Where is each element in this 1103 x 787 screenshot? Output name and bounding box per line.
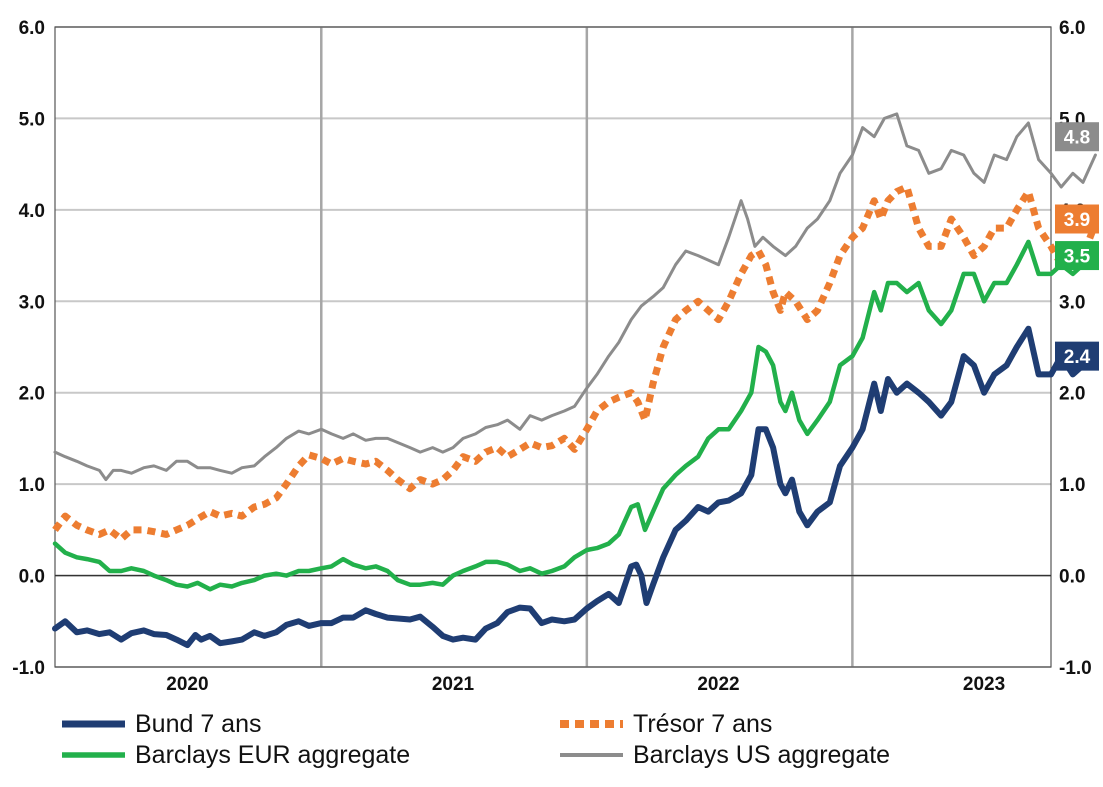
end-label-value: 3.5 xyxy=(1064,247,1091,268)
end-labels: 2.4 3.9 3.5 4.8 xyxy=(1055,122,1099,371)
legend-item: Barclays US aggregate xyxy=(560,741,890,769)
series-line-barclays-eur-aggregate xyxy=(52,239,1093,592)
series-line-barclays-us-aggregate xyxy=(53,112,1097,482)
y-tick-label-right: 3.0 xyxy=(1059,292,1085,313)
y-tick-label-left: 5.0 xyxy=(19,109,45,130)
end-label: 3.5 xyxy=(1055,241,1099,271)
end-label: 2.4 xyxy=(1055,341,1099,371)
y-tick-label-right: -1.0 xyxy=(1059,658,1092,679)
y-tick-label-right: 1.0 xyxy=(1059,475,1085,496)
y-tick-label-left: 3.0 xyxy=(19,292,45,313)
legend-label: Barclays US aggregate xyxy=(633,741,890,769)
legend-item: Barclays EUR aggregate xyxy=(62,741,410,769)
y-tick-label-left: -1.0 xyxy=(12,658,45,679)
end-label: 4.8 xyxy=(1055,122,1099,152)
x-tick-label: 2021 xyxy=(432,674,475,695)
y-tick-label-right: 6.0 xyxy=(1059,18,1085,39)
y-tick-label-right: 0.0 xyxy=(1059,567,1085,588)
y-tick-label-left: 1.0 xyxy=(19,475,45,496)
legend-label: Bund 7 ans xyxy=(135,710,262,738)
vertical-gridlines xyxy=(320,27,854,667)
series-layer xyxy=(52,112,1099,649)
y-tick-label-left: 4.0 xyxy=(19,201,45,222)
series-line-tr-sor-7-ans xyxy=(52,183,1099,543)
y-tick-label-right: 2.0 xyxy=(1059,384,1085,405)
end-label-value: 4.8 xyxy=(1064,128,1090,149)
legend-label: Barclays EUR aggregate xyxy=(135,741,410,769)
legend-item: Trésor 7 ans xyxy=(560,710,772,738)
x-tick-label: 2023 xyxy=(963,674,1005,695)
end-label-box xyxy=(1055,204,1099,234)
end-label-box xyxy=(1055,122,1099,152)
legend-label: Trésor 7 ans xyxy=(633,710,772,738)
end-label-box xyxy=(1055,341,1099,371)
x-tick-label: 2022 xyxy=(697,674,739,695)
y-tick-label-left: 0.0 xyxy=(19,567,45,588)
legend-item: Bund 7 ans xyxy=(62,710,262,738)
plot-area-frame xyxy=(54,26,1052,668)
legend: Bund 7 ans Trésor 7 ans Barclays EUR aggre… xyxy=(62,710,890,769)
y-tick-label-left: 6.0 xyxy=(19,18,45,39)
y-tick-label-left: 2.0 xyxy=(19,384,45,405)
end-label-value: 2.4 xyxy=(1064,347,1091,368)
x-tick-label: 2020 xyxy=(166,674,208,695)
end-label: 3.9 xyxy=(1055,204,1099,234)
end-label-box xyxy=(1055,241,1099,271)
end-label-value: 3.9 xyxy=(1064,210,1090,231)
series-line-bund-7-ans xyxy=(52,325,1094,649)
y-axis-left: -1.0 0.0 1.0 2.0 3.0 4.0 5.0 6.0 xyxy=(12,18,45,679)
x-axis: 2020 2021 2022 2023 xyxy=(166,674,1005,695)
